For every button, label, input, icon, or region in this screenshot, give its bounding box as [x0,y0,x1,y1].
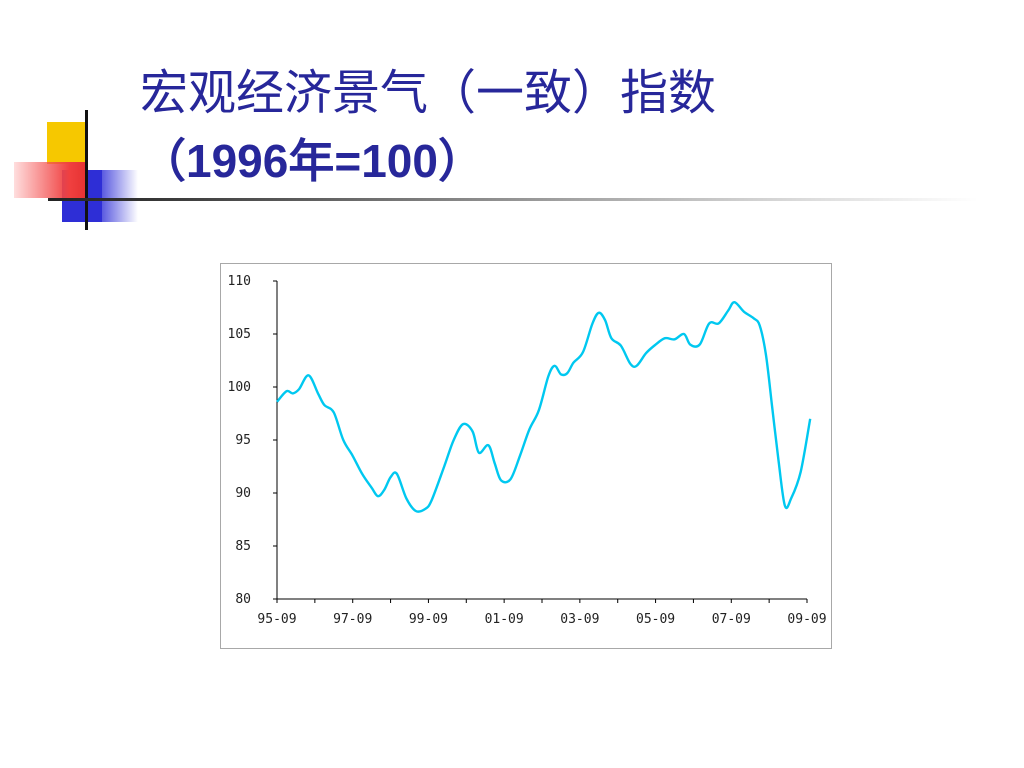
y-tick-label: 80 [235,592,251,607]
x-tick-label: 01-09 [485,612,524,627]
decor-vertical-line [85,110,88,230]
slide-subtitle: （1996年=100） [140,135,484,187]
x-tick-label: 03-09 [560,612,599,627]
x-tick-label: 05-09 [636,612,675,627]
y-tick-label: 110 [228,274,251,289]
series-line-0 [276,301,812,513]
decor-red-square [14,162,88,198]
slide-title: 宏观经济景气（一致）指数 [140,65,717,121]
decor-blue-fade [102,170,138,222]
y-tick-label: 90 [235,486,251,501]
y-tick-label: 95 [235,433,251,448]
y-tick-label: 105 [228,327,251,342]
title-underline [48,198,978,201]
x-tick-label: 97-09 [333,612,372,627]
y-tick-label: 100 [228,380,251,395]
y-axis: 110 105 100 95 90 85 80 [228,274,278,607]
x-tick-label: 07-09 [712,612,751,627]
series-group [276,301,812,513]
chart-frame: 110 105 100 95 90 85 80 95-09 97-09 99-09 01-09 03… [220,263,832,649]
x-tick-label: 99-09 [409,612,448,627]
y-tick-label: 85 [235,539,251,554]
decor-yellow-square [47,122,87,164]
x-axis: 95-09 97-09 99-09 01-09 03-09 05-09 07-09 09-09 [257,598,827,627]
x-tick-label: 09-09 [787,612,826,627]
line-chart: 110 105 100 95 90 85 80 95-09 97-09 99-09 01-09 03… [228,274,827,627]
x-tick-label: 95-09 [257,612,296,627]
